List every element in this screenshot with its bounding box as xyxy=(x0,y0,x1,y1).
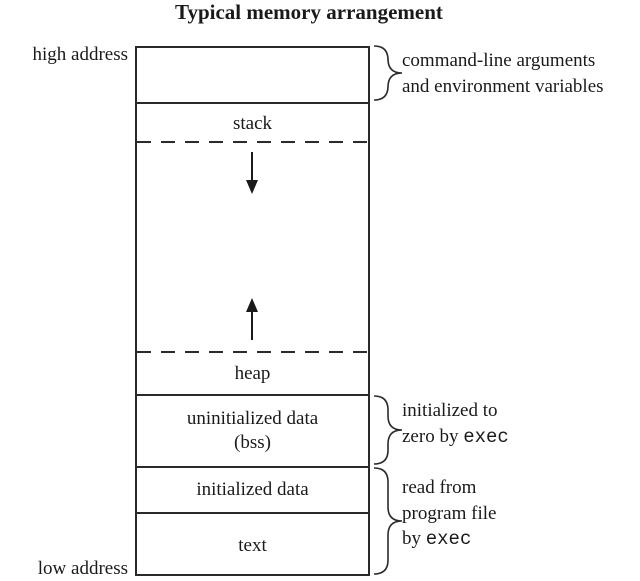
segment-text: text xyxy=(137,514,368,578)
segment-label-bss: uninitialized data(bss) xyxy=(187,407,318,455)
segment-stack: stack xyxy=(137,104,368,144)
segment-heap: heap xyxy=(137,354,368,396)
segment-init-data: initialized data xyxy=(137,468,368,514)
brace-args xyxy=(374,46,406,100)
annotation-args-env: command-line argumentsand environment va… xyxy=(402,48,604,99)
segment-args-env xyxy=(137,48,368,104)
low-address-label: low address xyxy=(38,558,128,580)
annotation-bss: initialized tozero by exec xyxy=(402,398,509,450)
brace-loaded xyxy=(374,468,406,574)
annotation-loaded: read fromprogram fileby exec xyxy=(402,475,496,553)
high-address-label: high address xyxy=(32,44,128,66)
dashed-border-stack xyxy=(135,141,370,143)
segment-label-init-data: initialized data xyxy=(196,478,308,502)
segment-label-stack: stack xyxy=(233,112,272,136)
brace-bss xyxy=(374,396,406,464)
segment-label-heap: heap xyxy=(235,362,271,386)
diagram-title: Typical memory arrangement xyxy=(175,0,443,25)
segment-bss: uninitialized data(bss) xyxy=(137,396,368,468)
segment-label-text: text xyxy=(238,534,267,558)
stack-grow-arrow xyxy=(240,150,264,210)
heap-grow-arrow xyxy=(240,296,264,356)
